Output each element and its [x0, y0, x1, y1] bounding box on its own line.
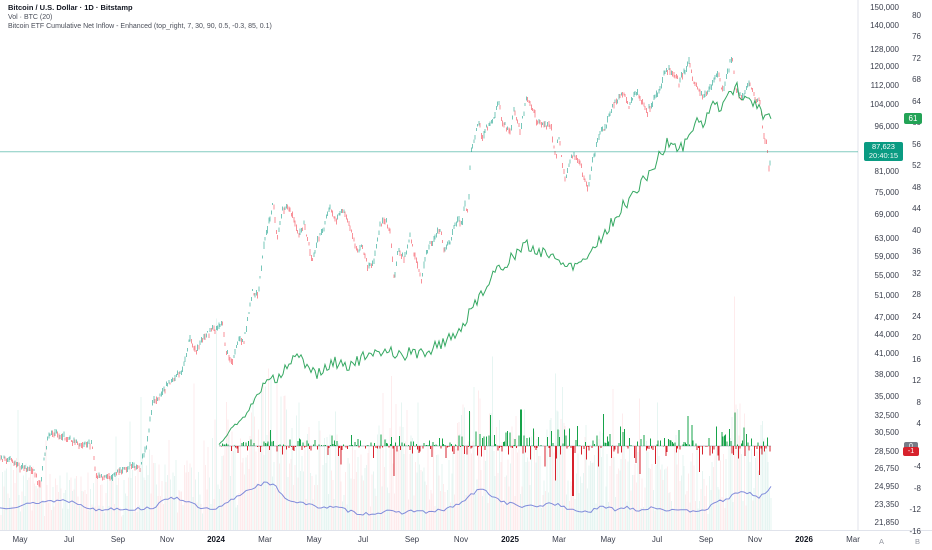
volume-bars: [0, 296, 772, 530]
secondary-tick-label: 64: [912, 96, 921, 106]
price-tick-label: 24,950: [874, 482, 899, 492]
price-tick-label: 75,000: [874, 187, 899, 197]
price-tick-label: 128,000: [870, 44, 899, 54]
histogram-zero-badge: 0: [904, 441, 918, 451]
secondary-tick-label: -8: [913, 483, 921, 493]
time-month-label: Mar: [552, 535, 566, 544]
price-tick-label: 150,000: [870, 2, 899, 12]
secondary-tick-label: -12: [909, 505, 921, 514]
secondary-tick-label: 68: [912, 75, 921, 84]
etf-netflow-histogram: [219, 409, 771, 496]
price-scale-a-button[interactable]: A: [879, 537, 885, 546]
current-price-badge: 87,623 20:40:15: [864, 142, 903, 162]
price-tick-label: 41,000: [874, 349, 899, 359]
price-tick-label: 55,000: [874, 270, 899, 280]
secondary-tick-label: 24: [912, 311, 921, 321]
price-tick-label: 59,000: [874, 252, 899, 262]
price-tick-label: 30,500: [874, 428, 899, 438]
current-price-value: 87,623: [872, 142, 895, 152]
time-month-label: Nov: [747, 535, 763, 544]
secondary-tick-label: -16: [909, 526, 921, 536]
time-month-label: Jul: [357, 535, 369, 544]
legend-indicator-row[interactable]: Bitcoin ETF Cumulative Net Inflow - Enha…: [8, 23, 272, 30]
candlestick-series: [0, 56, 771, 488]
price-tick-label: 140,000: [870, 20, 899, 30]
secondary-tick-label: 40: [912, 225, 921, 235]
price-tick-label: 69,000: [874, 210, 899, 220]
time-month-label: Jul: [63, 535, 75, 544]
secondary-tick-label: -4: [913, 462, 921, 471]
price-tick-label: 28,500: [874, 446, 899, 456]
time-month-label: Sep: [698, 535, 714, 544]
time-month-label: Sep: [110, 535, 126, 544]
histogram-current-badge: -1: [903, 447, 919, 457]
time-month-label: Jul: [651, 535, 663, 544]
bar-countdown: 20:40:15: [868, 150, 899, 160]
legend-volume-row[interactable]: Vol · BTC (20): [8, 13, 53, 21]
price-tick-label: 104,000: [870, 100, 899, 110]
price-tick-label: 51,000: [874, 290, 899, 300]
time-month-label: Sep: [404, 535, 420, 544]
price-tick-label: 63,000: [874, 234, 899, 244]
price-tick-label: 47,000: [874, 312, 899, 322]
secondary-tick-label: 16: [912, 354, 921, 364]
price-scale-b-button[interactable]: B: [915, 537, 921, 546]
secondary-tick-label: 44: [912, 204, 921, 213]
price-tick-label: 38,000: [874, 369, 899, 379]
price-tick-label: 96,000: [874, 121, 899, 131]
secondary-tick-label: 28: [912, 290, 921, 299]
legend-symbol-row[interactable]: Bitcoin / U.S. Dollar · 1D · Bitstamp: [8, 3, 133, 12]
time-year-label: 2025: [501, 535, 519, 544]
time-month-label: Mar: [846, 535, 860, 544]
time-month-label: Nov: [453, 535, 469, 544]
time-month-label: May: [600, 535, 616, 544]
secondary-tick-label: 76: [912, 32, 921, 41]
secondary-tick-label: 56: [912, 139, 921, 149]
etf-current-value-badge: 61: [904, 112, 922, 124]
secondary-tick-label: 4: [916, 419, 921, 428]
secondary-tick-label: 52: [912, 161, 921, 170]
time-month-label: Nov: [159, 535, 175, 544]
time-month-label: May: [12, 535, 28, 544]
time-month-label: May: [306, 535, 322, 544]
secondary-tick-label: 8: [916, 397, 921, 407]
time-year-label: 2026: [795, 535, 813, 544]
price-tick-label: 26,750: [874, 463, 899, 473]
chart-legend: Bitcoin / U.S. Dollar · 1D · Bitstamp Vo…: [8, 3, 272, 32]
secondary-tick-label: 32: [912, 268, 921, 278]
price-tick-label: 112,000: [870, 80, 899, 90]
price-tick-label: 23,350: [874, 499, 899, 509]
price-tick-label: 35,000: [874, 391, 899, 401]
secondary-tick-label: 36: [912, 247, 921, 256]
volume-ma-line: [0, 481, 772, 516]
secondary-tick-label: 12: [912, 376, 921, 385]
time-year-label: 2024: [207, 535, 225, 544]
secondary-tick-label: 48: [912, 182, 921, 192]
price-tick-label: 32,500: [874, 411, 899, 421]
secondary-tick-label: 72: [912, 53, 921, 63]
axis-separators: [0, 0, 932, 531]
price-tick-label: 81,000: [874, 167, 899, 177]
secondary-tick-label: 80: [912, 10, 921, 20]
secondary-tick-label: 20: [912, 333, 921, 342]
price-tick-label: 21,850: [874, 517, 899, 527]
price-tick-label: 44,000: [874, 330, 899, 340]
price-tick-label: 120,000: [870, 62, 899, 72]
time-month-label: Mar: [258, 535, 272, 544]
etf-cumulative-line: [218, 80, 772, 445]
